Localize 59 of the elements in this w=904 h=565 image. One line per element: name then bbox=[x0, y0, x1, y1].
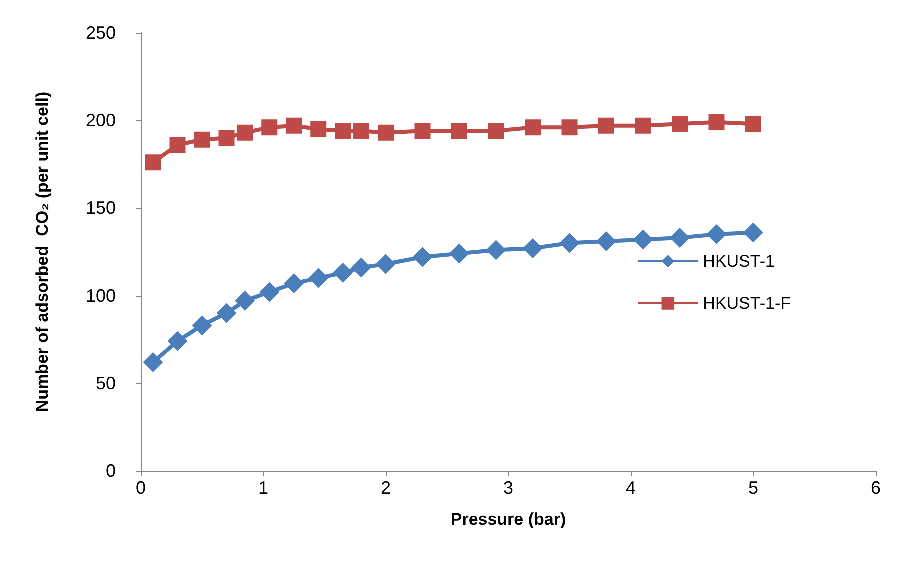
y-tick-label: 150 bbox=[86, 198, 116, 218]
point bbox=[260, 282, 280, 302]
y-axis-title: Number of adsorbed CO₂ (per unit cell) bbox=[33, 92, 52, 412]
point bbox=[168, 331, 188, 352]
y-tick-label: 250 bbox=[86, 23, 116, 43]
legend-label: HKUST-1 bbox=[703, 252, 775, 271]
point bbox=[596, 231, 616, 252]
point bbox=[192, 316, 212, 336]
point bbox=[562, 120, 578, 136]
x-tick-label: 4 bbox=[626, 478, 636, 498]
point bbox=[488, 123, 504, 140]
point bbox=[216, 303, 237, 324]
y-tick-label: 100 bbox=[86, 286, 116, 306]
point bbox=[335, 123, 352, 140]
point bbox=[412, 247, 433, 268]
point bbox=[354, 123, 370, 140]
point bbox=[706, 224, 727, 244]
point bbox=[746, 116, 762, 132]
point bbox=[633, 230, 654, 250]
point bbox=[333, 263, 354, 284]
point bbox=[525, 120, 541, 136]
point bbox=[378, 124, 394, 141]
point bbox=[286, 118, 302, 134]
point bbox=[310, 121, 327, 138]
point bbox=[237, 124, 254, 141]
point bbox=[352, 258, 372, 278]
y-tick-label: 50 bbox=[96, 373, 116, 394]
point bbox=[523, 238, 543, 258]
x-tick-label: 2 bbox=[380, 478, 392, 498]
x-tick-label: 1 bbox=[258, 478, 269, 498]
point bbox=[486, 240, 506, 260]
point bbox=[560, 233, 580, 254]
point bbox=[218, 130, 235, 146]
point bbox=[284, 274, 304, 294]
legend-label: HKUST-1-F bbox=[703, 294, 792, 313]
point bbox=[235, 291, 256, 312]
point bbox=[414, 123, 431, 140]
y-tick-label: 200 bbox=[86, 110, 116, 131]
point bbox=[635, 118, 652, 134]
point bbox=[194, 132, 210, 148]
point bbox=[170, 137, 186, 154]
x-tick-label: 6 bbox=[870, 478, 882, 498]
x-tick-label: 5 bbox=[748, 478, 759, 498]
point bbox=[672, 116, 688, 132]
point bbox=[598, 118, 614, 134]
y-tick-label: 0 bbox=[106, 461, 116, 481]
point bbox=[262, 120, 278, 136]
point bbox=[670, 228, 690, 248]
point bbox=[744, 222, 764, 243]
point bbox=[450, 244, 470, 264]
point bbox=[376, 254, 396, 274]
x-tick-label: 3 bbox=[503, 478, 514, 498]
x-tick-label: 0 bbox=[136, 478, 146, 498]
point bbox=[143, 352, 164, 372]
point bbox=[145, 154, 162, 171]
x-axis-title: Pressure (bar) bbox=[450, 510, 566, 529]
point bbox=[452, 123, 468, 140]
point bbox=[708, 114, 725, 130]
point bbox=[308, 268, 329, 288]
